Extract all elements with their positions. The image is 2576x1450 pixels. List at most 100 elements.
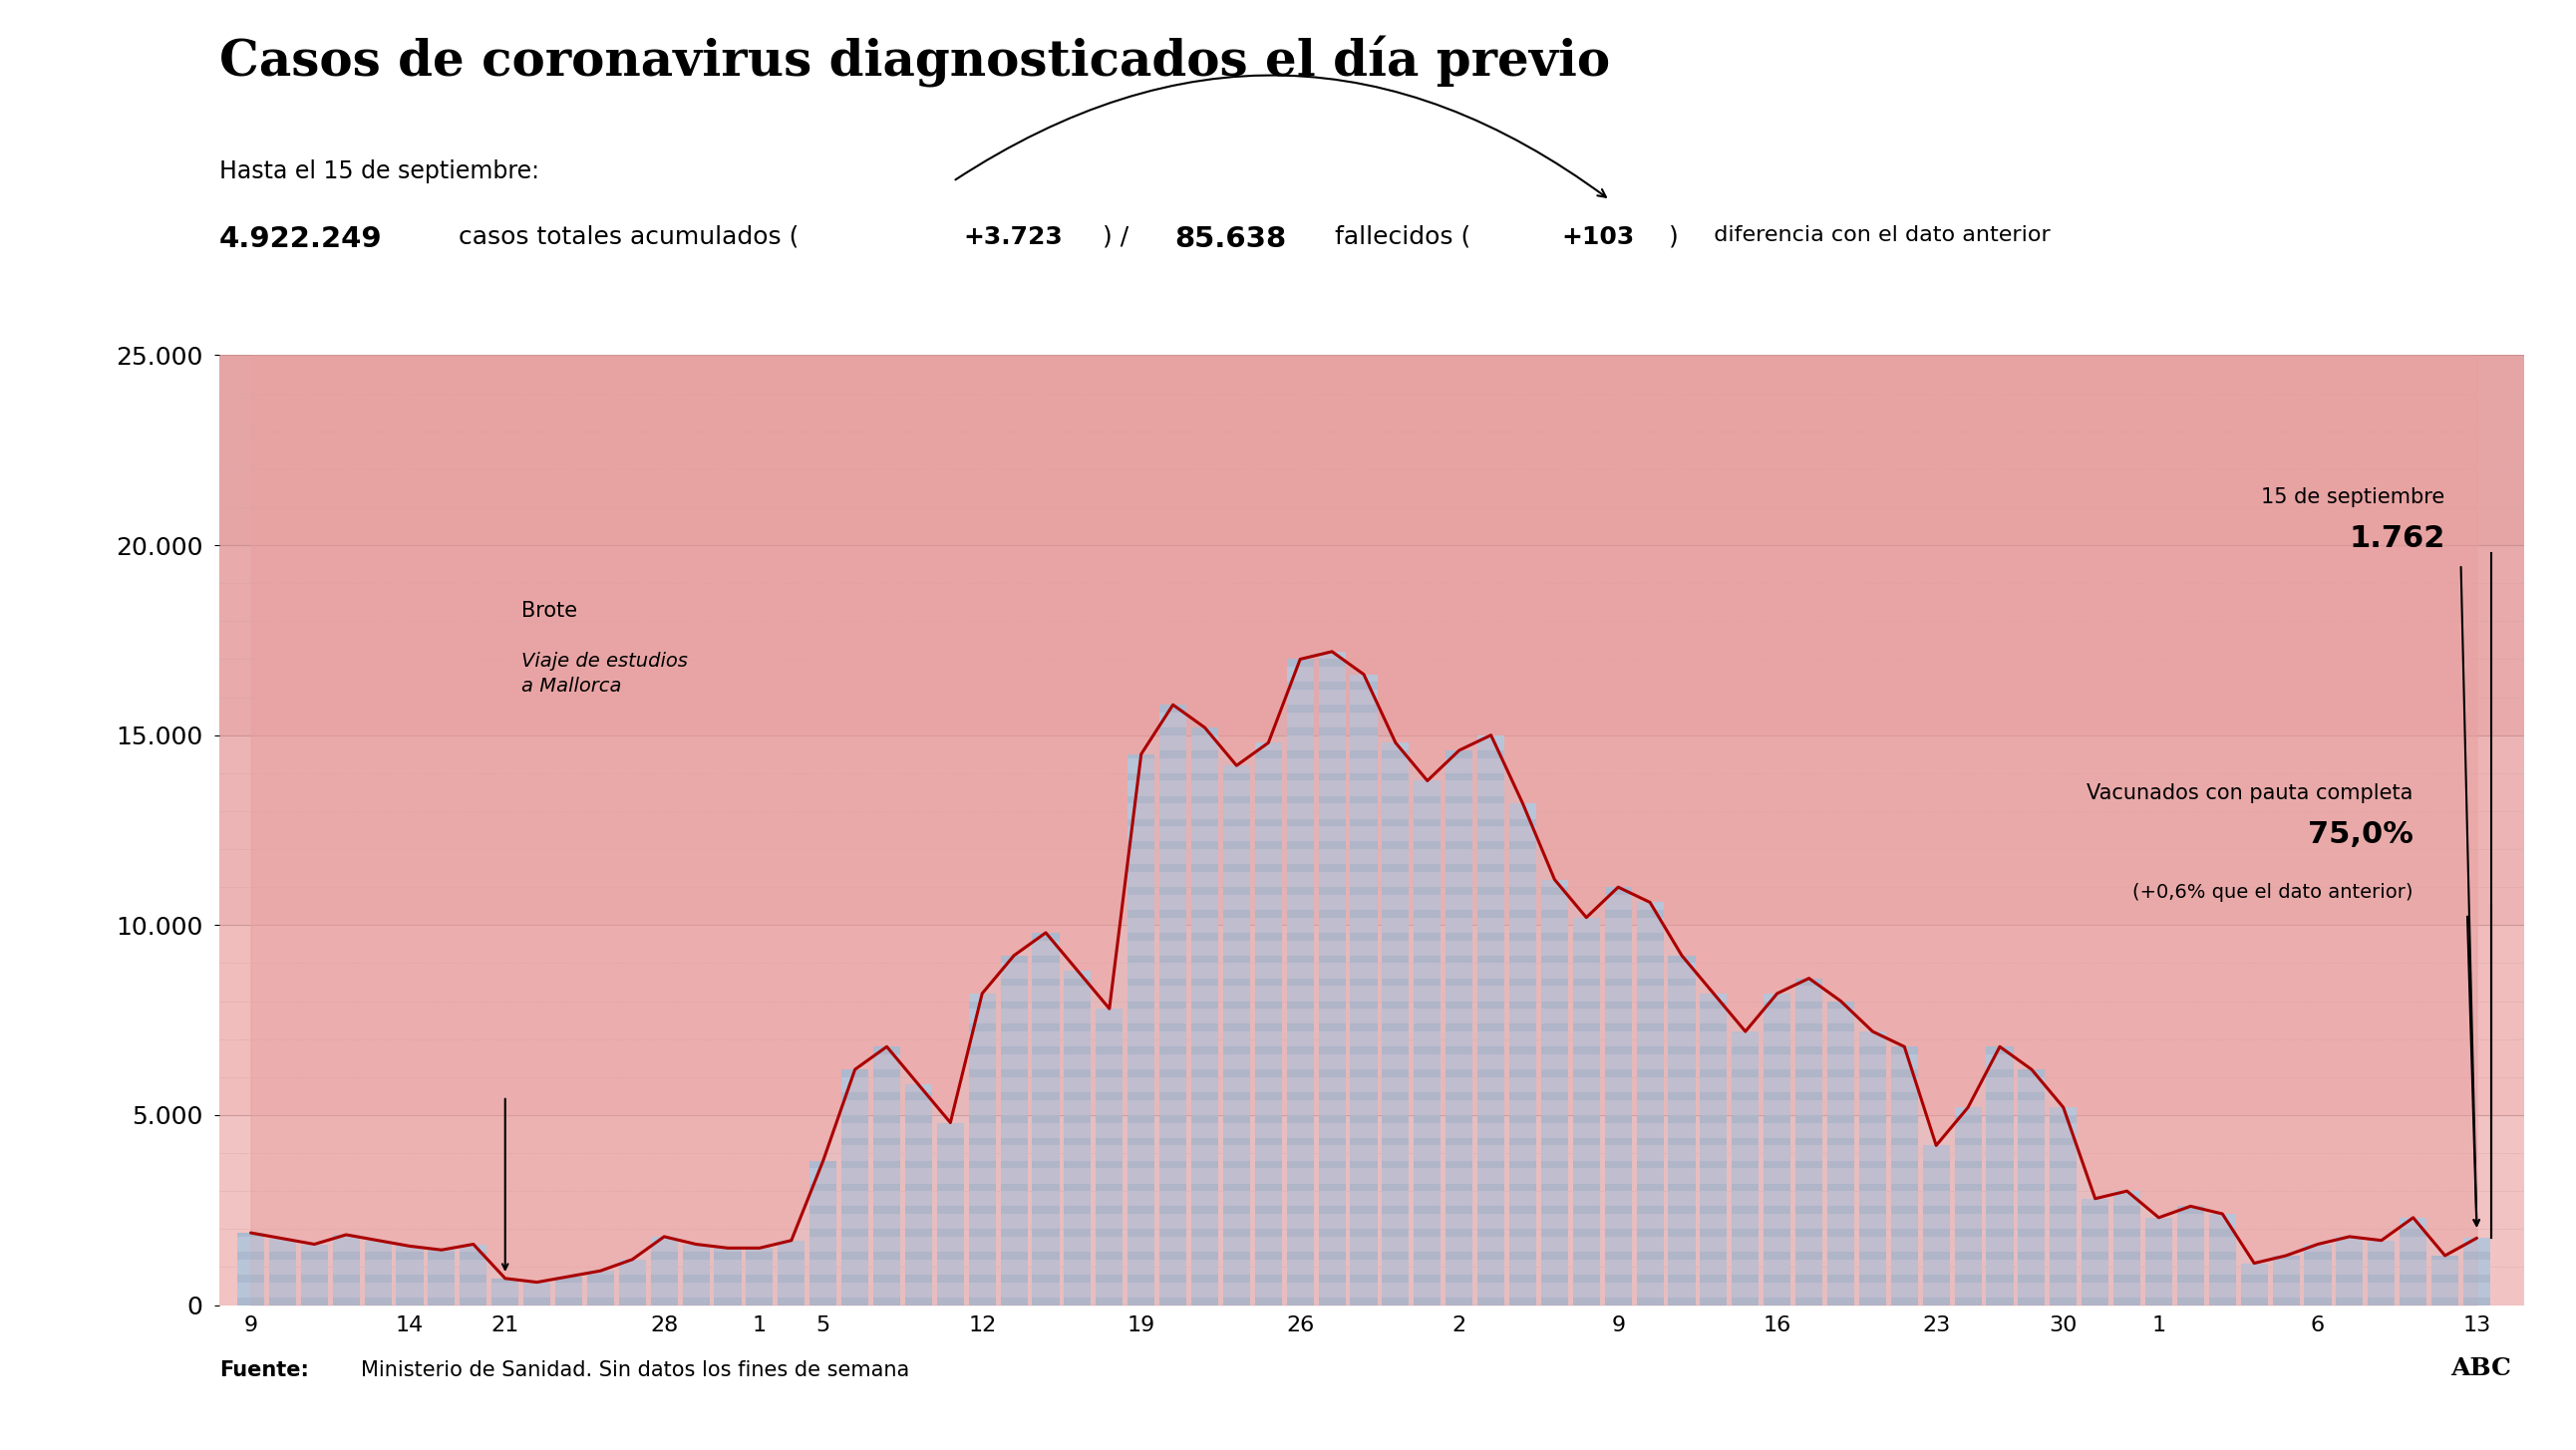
Bar — [2432, 1256, 2458, 1305]
Bar — [1319, 1000, 1345, 1009]
Bar — [904, 1160, 933, 1169]
Bar — [2081, 1251, 2110, 1260]
Bar — [2050, 1298, 2076, 1305]
Bar — [1636, 1092, 1664, 1101]
Bar — [268, 1275, 296, 1282]
Bar — [1479, 735, 1504, 1305]
Bar — [1064, 1115, 1092, 1122]
Bar — [1319, 705, 1345, 712]
Bar — [1383, 1183, 1409, 1190]
Bar — [397, 1298, 422, 1305]
Bar — [1350, 1230, 1378, 1237]
Bar — [969, 1024, 997, 1031]
Bar — [747, 1251, 773, 1260]
Bar — [1922, 1183, 1950, 1190]
Bar — [237, 1232, 265, 1237]
Bar — [1636, 911, 1664, 918]
Bar — [1033, 932, 1059, 1305]
Bar — [1479, 1183, 1504, 1190]
Bar — [1064, 1047, 1092, 1054]
Bar — [1795, 1024, 1821, 1031]
Bar — [1765, 1160, 1790, 1169]
Bar — [2081, 1206, 2110, 1214]
Bar — [1319, 796, 1345, 803]
Bar — [2306, 1275, 2331, 1282]
Bar — [1319, 932, 1345, 940]
Bar — [1891, 1138, 1919, 1146]
Bar — [1605, 1275, 1631, 1282]
Bar — [1922, 1230, 1950, 1237]
Bar — [1190, 1047, 1218, 1054]
Bar — [461, 1298, 487, 1305]
Bar — [873, 1275, 899, 1282]
Bar — [652, 1251, 677, 1260]
Bar — [714, 1275, 742, 1282]
Bar — [1574, 1047, 1600, 1054]
Bar — [842, 1298, 868, 1305]
Bar — [2336, 1298, 2362, 1305]
Bar — [1190, 1183, 1218, 1190]
Bar — [1350, 773, 1378, 780]
Bar — [1383, 911, 1409, 918]
Bar — [1414, 887, 1440, 895]
Bar — [1095, 1138, 1123, 1146]
Bar — [1669, 1275, 1695, 1282]
Bar — [969, 1251, 997, 1260]
Bar — [1255, 956, 1283, 963]
Bar — [1986, 1138, 2014, 1146]
Bar — [1285, 1298, 1314, 1305]
Bar — [2081, 1230, 2110, 1237]
Text: Casos de coronavirus diagnosticados el día previo: Casos de coronavirus diagnosticados el d… — [219, 36, 1610, 88]
Bar — [1224, 911, 1249, 918]
Bar — [1860, 1138, 1886, 1146]
Bar — [1319, 750, 1345, 758]
Bar — [969, 1160, 997, 1169]
Bar — [1669, 956, 1695, 963]
Bar — [1159, 1298, 1188, 1305]
Bar — [1445, 1024, 1473, 1031]
Bar — [1986, 1115, 2014, 1122]
Bar — [1064, 1160, 1092, 1169]
Bar — [1224, 979, 1249, 986]
Bar — [1986, 1298, 2014, 1305]
Bar — [1095, 1206, 1123, 1214]
Bar — [778, 1251, 804, 1260]
Bar — [1224, 1138, 1249, 1146]
Bar — [556, 1298, 582, 1305]
Bar — [969, 1047, 997, 1054]
Bar — [1540, 1000, 1569, 1009]
Bar — [1445, 956, 1473, 963]
Bar — [1128, 1000, 1154, 1009]
Text: 75,0%: 75,0% — [2308, 821, 2414, 850]
Bar — [652, 1237, 677, 1305]
Bar — [1795, 1183, 1821, 1190]
Bar — [1922, 1251, 1950, 1260]
Bar — [1128, 1047, 1154, 1054]
Bar — [1445, 1298, 1473, 1305]
Bar — [1700, 1024, 1726, 1031]
Bar — [1064, 979, 1092, 986]
Bar — [1636, 1000, 1664, 1009]
Bar — [1255, 1092, 1283, 1101]
Bar — [842, 1070, 868, 1305]
Bar — [2050, 1206, 2076, 1214]
Bar — [1190, 796, 1218, 803]
Bar — [1860, 1160, 1886, 1169]
Bar — [1955, 1160, 1981, 1169]
Bar — [1540, 979, 1569, 986]
Bar — [1190, 979, 1218, 986]
Bar — [1574, 1024, 1600, 1031]
Bar — [1033, 1070, 1059, 1077]
Bar — [1033, 1000, 1059, 1009]
Bar — [1765, 1230, 1790, 1237]
Bar — [1383, 1092, 1409, 1101]
Bar — [2017, 1160, 2045, 1169]
Bar — [1510, 1183, 1535, 1190]
Bar — [1033, 1251, 1059, 1260]
Bar — [1510, 1115, 1535, 1122]
Bar — [428, 1250, 456, 1305]
Bar — [1383, 1251, 1409, 1260]
Bar — [1159, 841, 1188, 850]
Bar — [1636, 932, 1664, 940]
Bar — [1414, 1206, 1440, 1214]
